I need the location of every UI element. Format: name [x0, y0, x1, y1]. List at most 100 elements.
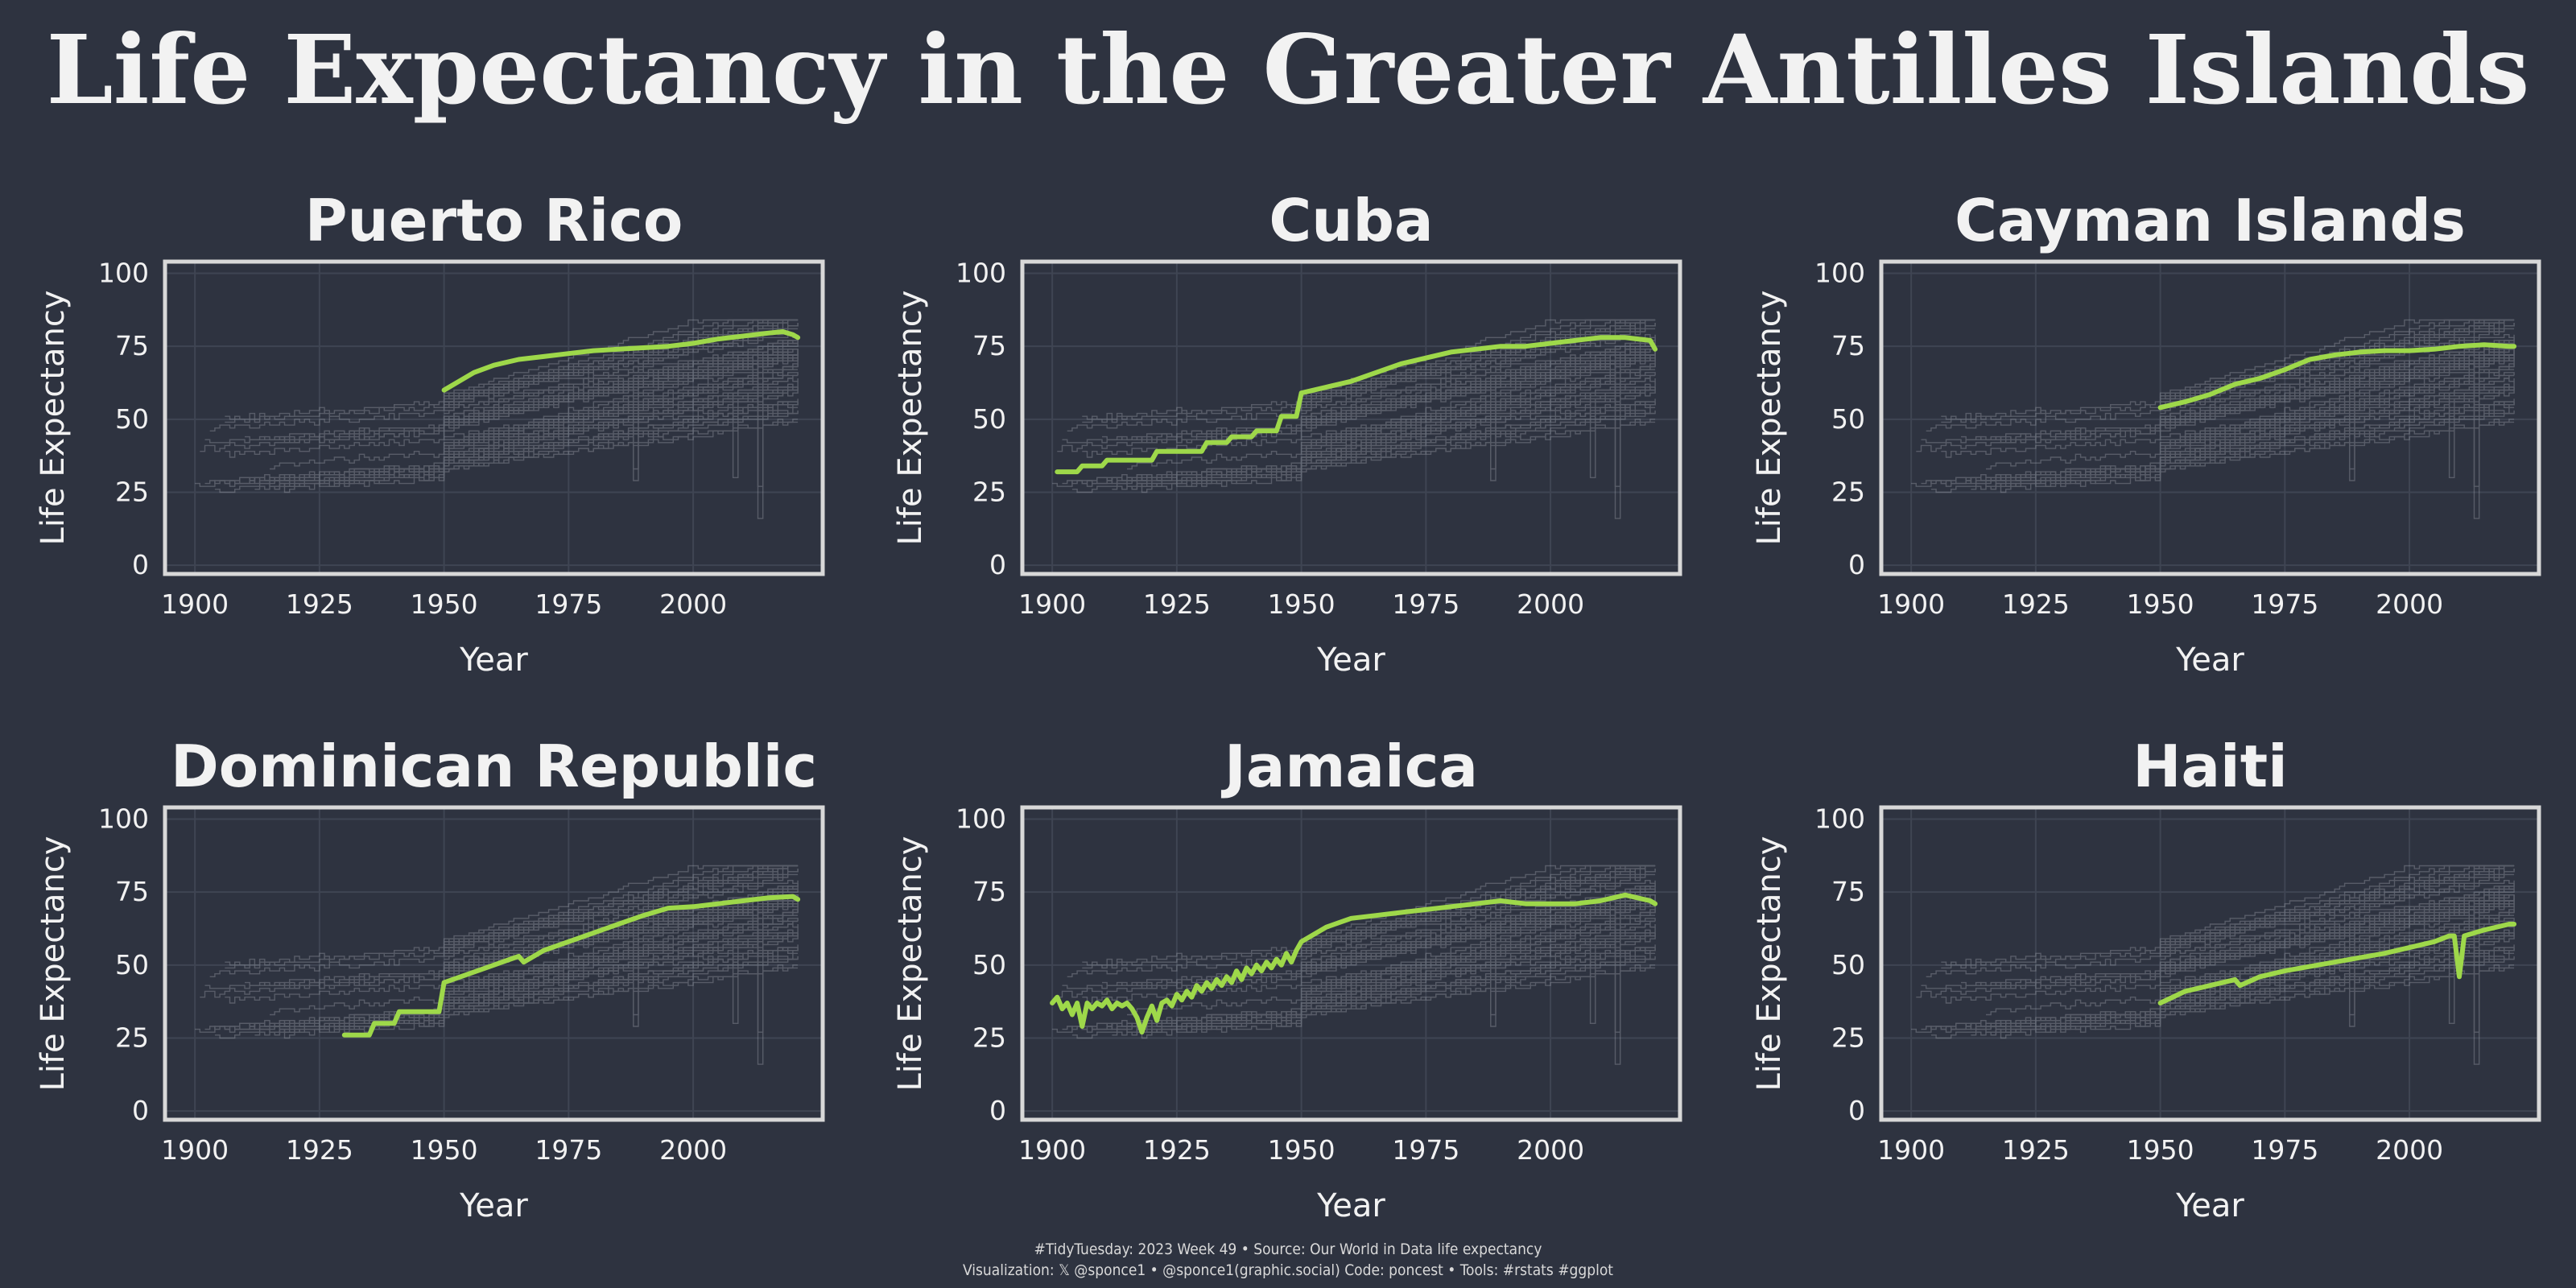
context-line [1301, 900, 1656, 966]
context-line [1961, 354, 2515, 440]
gridlines [165, 262, 823, 574]
context-line [1301, 932, 1656, 1001]
context-line [444, 381, 799, 440]
context-line [225, 319, 799, 420]
context-line [2160, 901, 2515, 1004]
context-line [444, 865, 799, 954]
context-line [2160, 369, 2515, 455]
y-tick-label: 75 [972, 876, 1006, 907]
context-line [444, 894, 799, 998]
context-line [444, 906, 799, 993]
context-line [1921, 389, 2515, 485]
context-line [444, 349, 799, 402]
context-line [444, 319, 799, 408]
context-line [1301, 352, 1656, 449]
context-line [1102, 900, 1656, 986]
context-line [1137, 952, 1656, 1030]
plot-frame [1879, 259, 2541, 576]
context-line [2160, 932, 2515, 1001]
context-line [1301, 894, 1656, 960]
panel-title: Puerto Rico [305, 187, 683, 254]
context-line [2160, 886, 2515, 957]
context-line [1052, 378, 1656, 487]
y-tick-label: 50 [115, 403, 149, 435]
context-line [1301, 349, 1656, 423]
context-line [444, 891, 799, 1033]
context-line [2000, 947, 2515, 1030]
context-line [284, 402, 799, 485]
context-line [1996, 407, 2515, 485]
context-line [444, 349, 799, 444]
x-tick-label: 1925 [1143, 588, 1211, 620]
panel-cayman-islands: Cayman Islands 0 25 50 75 100 1900 1925 1950 1975… [1751, 187, 2541, 679]
context-line [444, 337, 799, 426]
x-tick-label: 1900 [1877, 1134, 1945, 1166]
x-tick-label: 1900 [1018, 588, 1086, 620]
context-line [2160, 865, 2515, 954]
y-tick-label: 25 [972, 476, 1006, 507]
context-line [1986, 944, 2515, 1033]
context-line [1301, 873, 1656, 946]
x-axis-label: Year [459, 1187, 528, 1224]
y-tick-label: 25 [972, 1022, 1006, 1053]
context-line [444, 349, 799, 423]
context-line [444, 401, 799, 447]
context-line [1986, 390, 2515, 470]
context-line [1301, 357, 1656, 519]
context-line [2160, 319, 2515, 402]
context-line [1301, 894, 1656, 989]
context-line [1141, 947, 1656, 1030]
y-axis-label: Life Expectancy [1751, 291, 1788, 546]
y-tick-label: 100 [98, 258, 149, 289]
context-line [2160, 865, 2515, 948]
y-tick-label: 0 [132, 549, 149, 580]
y-axis-label: Life Expectancy [35, 291, 72, 546]
context-line [444, 334, 799, 397]
context-line [444, 865, 799, 954]
x-tick-label: 1900 [161, 588, 229, 620]
context-line [2160, 865, 2515, 948]
context-line [2160, 880, 2515, 943]
y-tick-label: 25 [115, 1022, 149, 1053]
context-line [1301, 386, 1656, 438]
context-line [1071, 956, 1656, 1039]
y-tick-label: 50 [1831, 403, 1865, 435]
context-line [2160, 401, 2515, 464]
context-line [1301, 334, 1656, 397]
context-line [1301, 355, 1656, 458]
context-line [1941, 865, 2515, 966]
y-tick-label: 100 [1814, 258, 1865, 289]
context-line [2160, 865, 2515, 954]
y-tick-label: 0 [1848, 549, 1865, 580]
context-line [195, 923, 799, 1033]
y-axis-label: Life Expectancy [1751, 836, 1788, 1092]
x-tick-label: 1925 [1143, 1134, 1211, 1166]
context-line [1941, 889, 2515, 969]
x-tick-label: 2000 [659, 1134, 727, 1166]
context-line [444, 355, 799, 458]
context-line [444, 911, 799, 998]
context-line [2160, 911, 2515, 998]
context-line [444, 342, 799, 420]
context-line [2160, 903, 2515, 1065]
context-line [1096, 909, 1656, 1030]
context-line [1062, 389, 1656, 485]
context-line [2160, 900, 2515, 966]
context-line [1301, 319, 1656, 397]
series-line-cayman-islands [2157, 342, 2517, 411]
context-line [444, 361, 799, 447]
y-tick-label: 25 [1831, 1022, 1865, 1053]
y-tick-label: 50 [115, 949, 149, 980]
context-line [444, 967, 799, 1018]
context-line [1301, 319, 1656, 408]
context-line [1301, 322, 1656, 400]
context-line [245, 900, 799, 986]
context-line [2160, 386, 2515, 455]
context-line [1991, 903, 2515, 989]
context-line [204, 323, 799, 444]
context-line [2160, 421, 2515, 473]
context-line [1301, 894, 1656, 998]
context-line [1301, 352, 1656, 481]
panel-haiti: Haiti 0 25 50 75 100 1900 1925 1950 1975 2000 Year L… [1751, 733, 2541, 1224]
